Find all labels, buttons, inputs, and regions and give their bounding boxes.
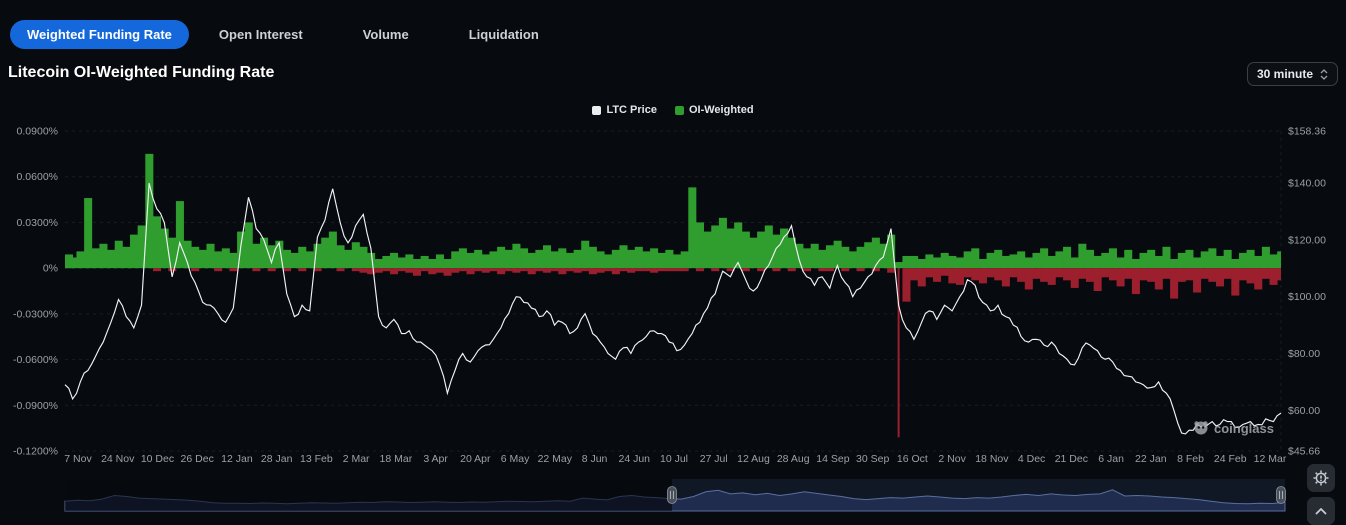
y-axis-right-label: $120.00 [1288,234,1326,246]
ltc-price-swatch-icon [592,105,602,115]
x-axis-label: 24 Nov [101,453,135,465]
x-axis-label: 28 Jan [261,453,293,465]
x-axis-label: 12 Aug [737,453,770,465]
x-axis-label: 16 Oct [897,453,928,465]
x-axis-label: 22 Jan [1135,453,1167,465]
select-updown-arrows-icon [1320,68,1328,80]
navigator-handle-right[interactable] [1276,486,1286,504]
chart-legend: LTC Price OI-Weighted [0,104,1346,116]
y-axis-left-label: -0.0600% [13,354,58,366]
x-axis: 7 Nov 24 Nov 10 Dec 26 Dec 12 Jan 28 Jan 13 Fe… [64,453,1287,465]
tab-open-interest[interactable]: Open Interest [218,27,303,42]
x-axis-label: 4 Dec [1018,453,1045,465]
tab-weighted-funding-rate[interactable]: Weighted Funding Rate [10,20,189,49]
series-oi-weighted-bars [65,153,1281,438]
y-axis-left-label: -0.0900% [13,400,58,412]
x-axis-label: 7 Nov [64,453,92,465]
legend-label: OI-Weighted [688,104,754,116]
y-axis-left-label: 0.0300% [17,217,58,229]
gear-icon [1313,470,1329,486]
interval-select[interactable]: 30 minute [1246,62,1338,86]
y-axis-left: 0.0900% 0.0600% 0.0300% 0% -0.0300% -0.0600% -… [13,126,58,458]
x-axis-label: 18 Mar [380,453,413,465]
legend-item-oi-weighted[interactable]: OI-Weighted [674,104,754,116]
scroll-to-top-button[interactable] [1307,497,1335,525]
y-axis-left-label: 0% [43,263,58,275]
x-axis-label: 2 Nov [938,453,966,465]
x-axis-label: 3 Apr [423,453,448,465]
y-axis-right: $158.36 $140.00 $120.00 $100.00 $80.00 $60.00… [1288,126,1326,458]
x-axis-label: 10 Jul [660,453,688,465]
oi-weighted-swatch-icon [674,105,684,115]
legend-item-ltc-price[interactable]: LTC Price [592,104,657,116]
interval-select-value: 30 minute [1256,67,1313,81]
navigator[interactable] [64,479,1286,512]
gridlines [65,130,1282,452]
page-title: Litecoin OI-Weighted Funding Rate [8,64,275,81]
x-axis-label: 22 May [538,453,573,465]
x-axis-label: 28 Aug [777,453,810,465]
x-axis-label: 26 Dec [181,453,214,465]
x-axis-label: 14 Sep [816,453,849,465]
x-axis-label: 13 Feb [300,453,333,465]
chart-type-tabs: Weighted Funding Rate Open Interest Volu… [10,20,569,49]
settings-gear-button[interactable] [1307,464,1335,492]
y-axis-right-label: $158.36 [1288,126,1326,138]
chevron-up-icon [1315,508,1327,515]
x-axis-label: 30 Sep [856,453,889,465]
x-axis-label: 8 Feb [1177,453,1204,465]
series-ltc-price-line [64,182,1282,435]
x-axis-label: 12 Mar [1254,453,1287,465]
y-axis-right-label: $80.00 [1288,348,1320,360]
x-axis-label: 6 Jan [1098,453,1124,465]
navigator-selected-range[interactable] [671,479,1285,511]
navigator-handle-left[interactable] [667,486,677,504]
x-axis-label: 21 Dec [1055,453,1088,465]
x-axis-label: 8 Jun [582,453,608,465]
tab-liquidation[interactable]: Liquidation [468,27,539,42]
x-axis-label: 6 May [501,453,530,465]
x-axis-label: 2 Mar [343,453,370,465]
y-axis-right-label: $140.00 [1288,178,1326,190]
y-axis-right-label: $45.66 [1288,446,1320,458]
navigator-unselected-mask [65,479,672,511]
x-axis-label: 12 Jan [221,453,253,465]
y-axis-left-label: 0.0900% [17,126,58,138]
x-axis-label: 24 Feb [1214,453,1247,465]
x-axis-label: 24 Jun [619,453,651,465]
tab-volume[interactable]: Volume [362,27,409,42]
y-axis-right-label: $100.00 [1288,291,1326,303]
x-axis-label: 10 Dec [141,453,174,465]
x-axis-label: 20 Apr [460,453,491,465]
y-axis-right-label: $60.00 [1288,405,1320,417]
floating-buttons [1307,464,1335,525]
y-axis-left-label: 0.0600% [17,171,58,183]
legend-label: LTC Price [606,104,657,116]
y-axis-left-label: -0.0300% [13,308,58,320]
x-axis-label: 18 Nov [975,453,1009,465]
x-axis-label: 27 Jul [700,453,728,465]
y-axis-left-label: -0.1200% [13,446,58,458]
